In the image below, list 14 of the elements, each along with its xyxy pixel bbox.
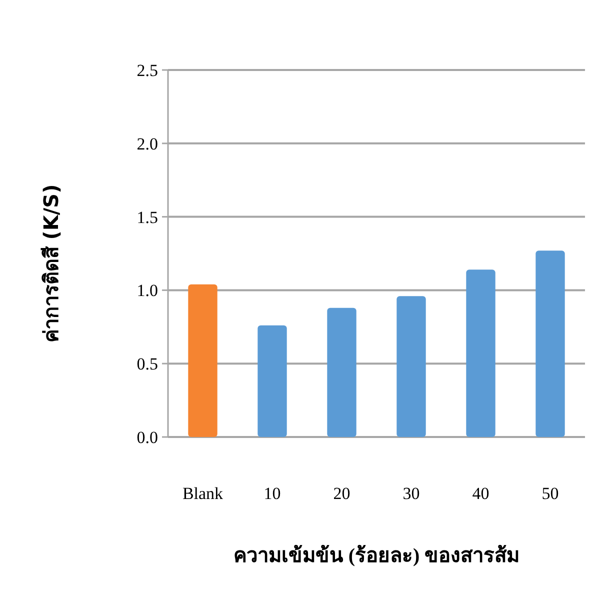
- y-tick-label: 1.5: [136, 208, 158, 227]
- y-tick-label: 1.0: [136, 281, 158, 300]
- x-axis-title: ความเข้มข้น (ร้อยละ) ของสารส้ม: [233, 544, 520, 567]
- y-tick-label: 2.0: [136, 134, 158, 154]
- y-axis-title: ค่าการติดสี (K/S): [39, 184, 63, 343]
- x-tick-label: 10: [264, 484, 281, 503]
- y-tick-label: 2.5: [136, 61, 158, 80]
- y-tick-label: 0.0: [136, 428, 158, 447]
- x-tick-label: 40: [472, 484, 490, 503]
- x-tick-label: 30: [402, 484, 420, 503]
- y-tick-label: 0.5: [136, 354, 158, 374]
- x-tick-label: Blank: [182, 484, 224, 503]
- x-tick-label: 50: [542, 484, 559, 503]
- x-tick-label: 20: [333, 484, 350, 503]
